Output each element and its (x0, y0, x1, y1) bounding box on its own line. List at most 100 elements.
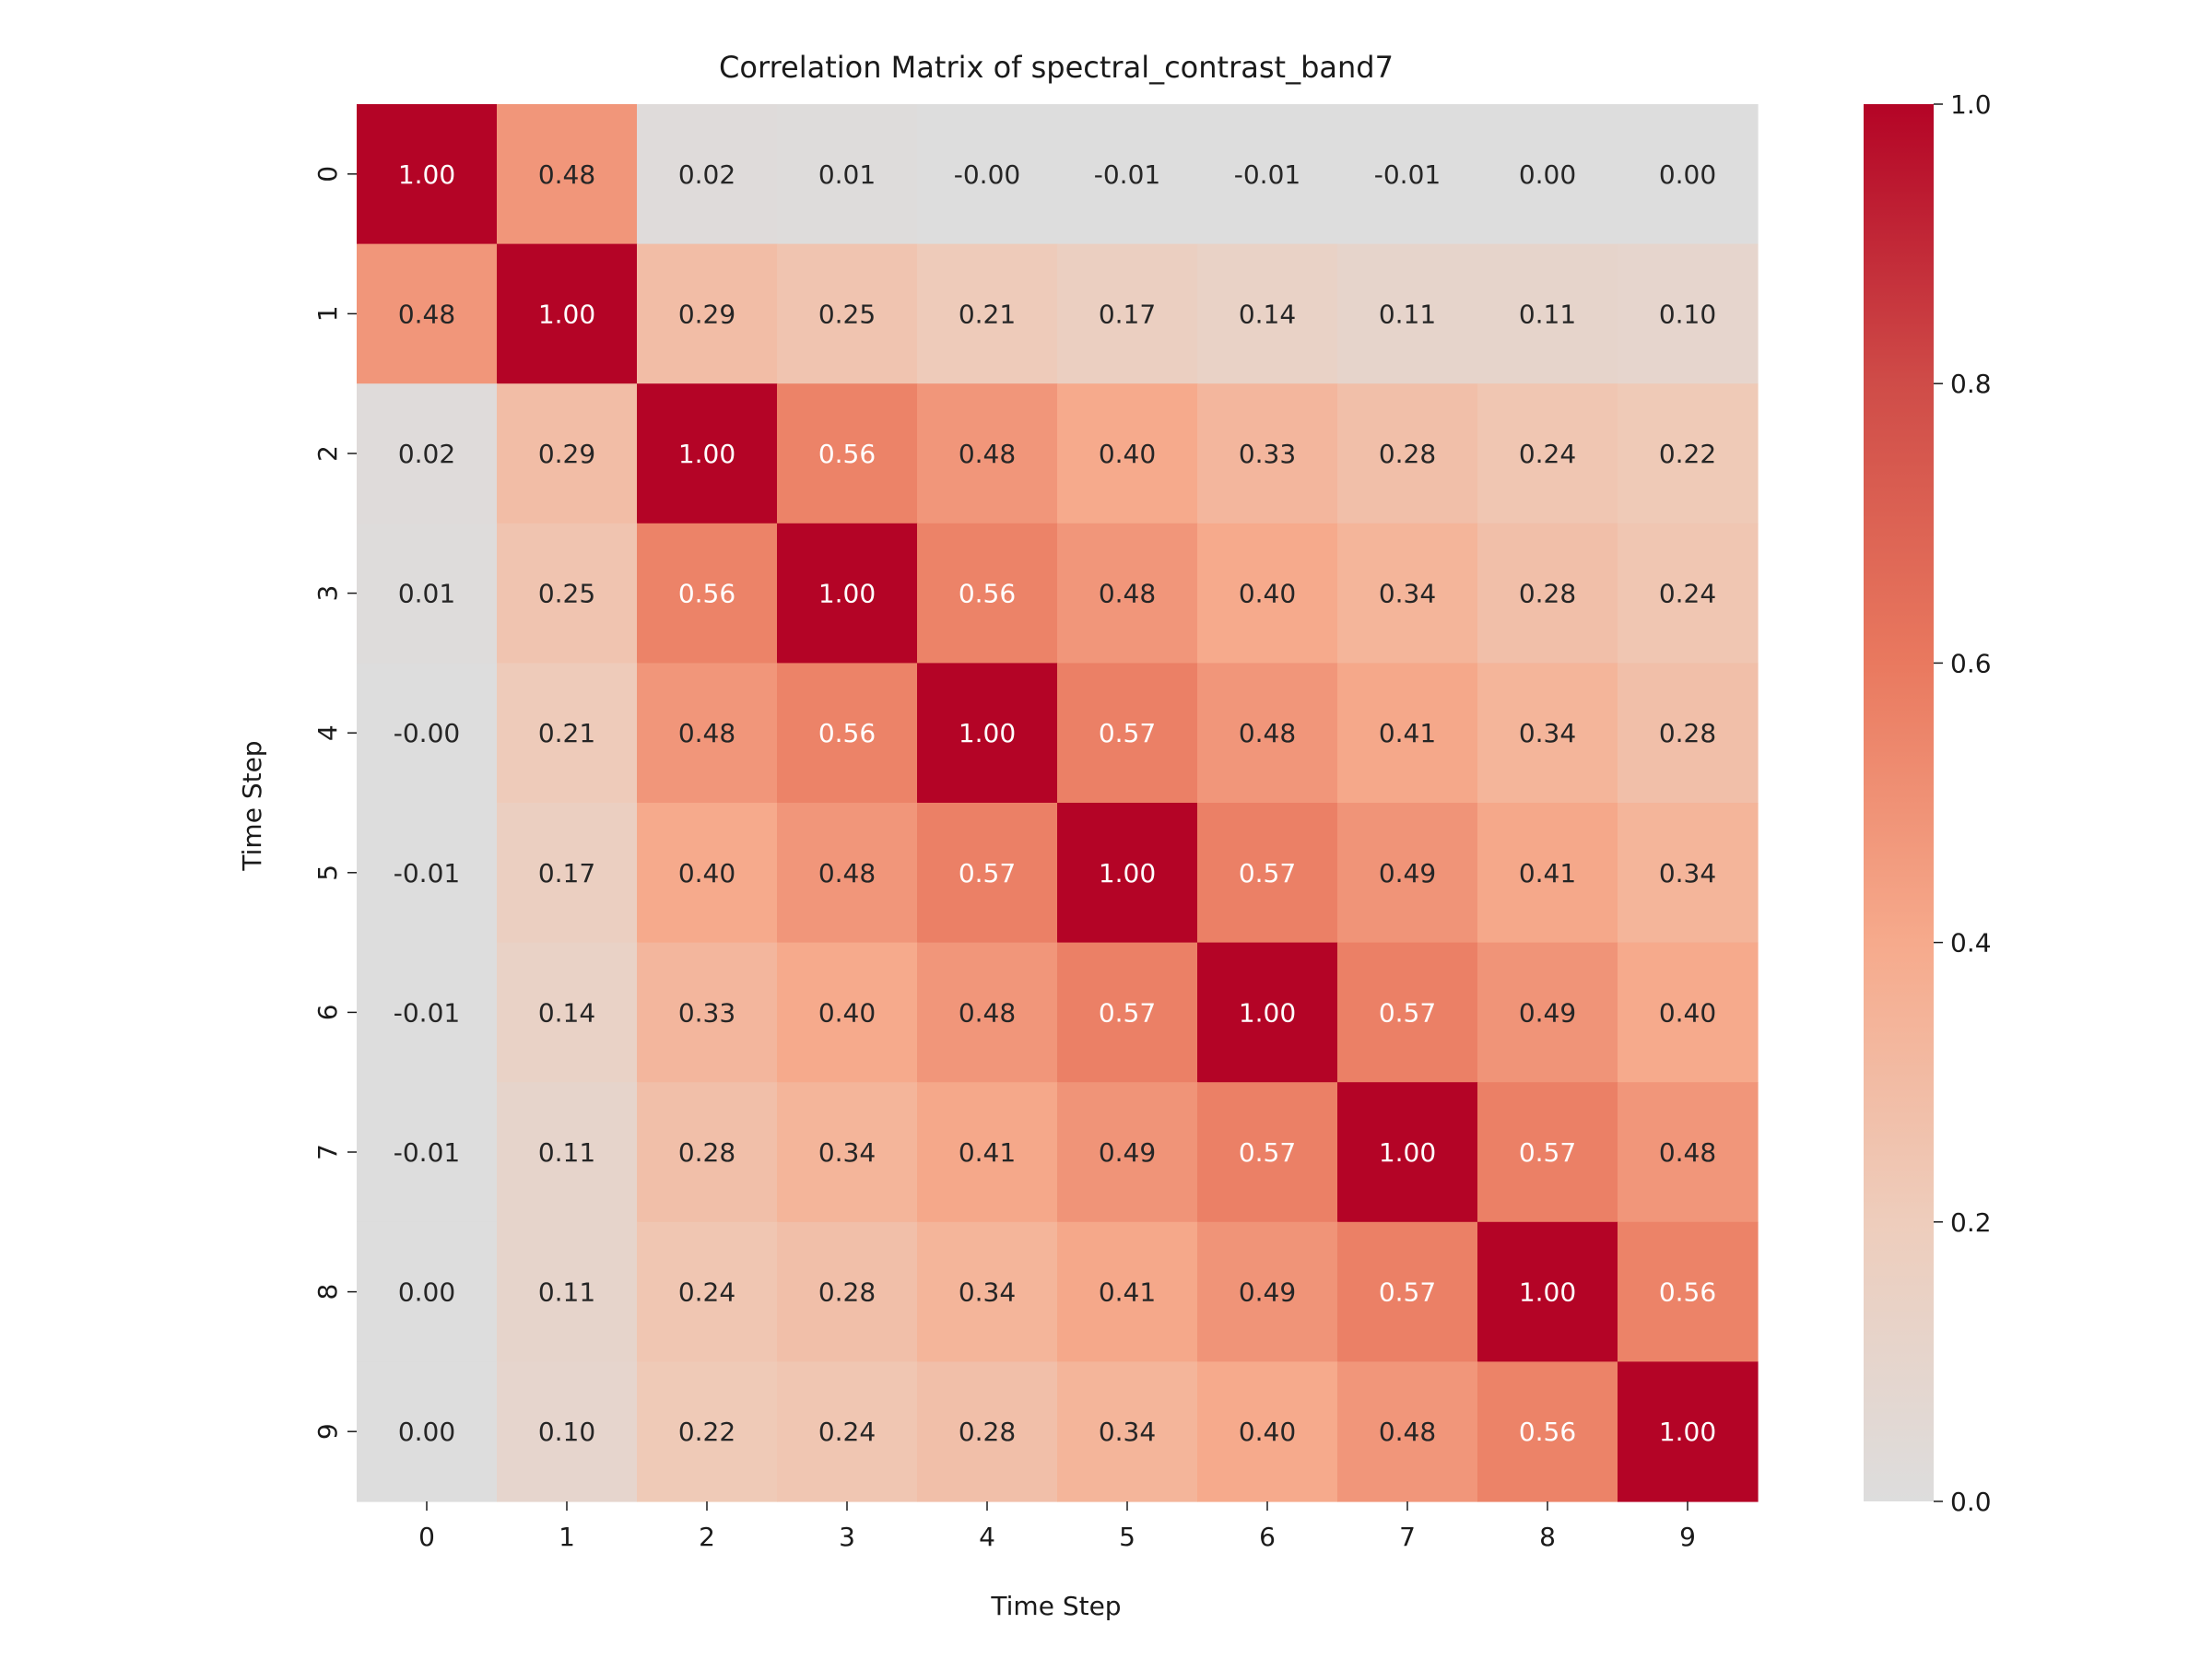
cell-value-label: 0.24 (1659, 579, 1716, 609)
cell-value-label: 0.02 (398, 439, 455, 469)
heatmap-cell (1618, 523, 1759, 664)
y-tick-label: 7 (312, 1144, 343, 1160)
y-tick-label: 3 (312, 585, 343, 602)
cell-value-label: 1.00 (1239, 997, 1296, 1028)
y-tick-label: 1 (312, 305, 343, 322)
heatmap-cell (1618, 104, 1759, 245)
cell-value-label: 0.00 (1659, 159, 1716, 190)
heatmap-cell (917, 803, 1058, 944)
cell-value-label: 0.01 (818, 159, 876, 190)
heatmap-cell (497, 1082, 638, 1223)
heatmap-cell (637, 243, 778, 384)
heatmap-cell (497, 663, 638, 804)
cell-value-label: 1.00 (1659, 1417, 1716, 1447)
heatmap-cell (917, 1082, 1058, 1223)
cell-value-label: 0.33 (1239, 439, 1296, 469)
heatmap-cell (917, 383, 1058, 524)
y-tick-label: 5 (312, 865, 343, 881)
heatmap-cell (1057, 942, 1198, 1083)
cell-value-label: -0.01 (394, 858, 460, 888)
colorbar-bar (1864, 104, 1934, 1501)
cell-value-label: 0.22 (678, 1417, 735, 1447)
heatmap-cell (357, 383, 498, 524)
cell-value-label: 0.11 (538, 1137, 595, 1168)
heatmap-cell (1197, 1082, 1338, 1223)
heatmap-cell (1197, 104, 1338, 245)
heatmap-cell (637, 383, 778, 524)
cell-value-label: 0.34 (1379, 579, 1436, 609)
cell-value-label: 0.49 (1379, 858, 1436, 888)
heatmap-cell (357, 1361, 498, 1502)
cell-value-label: 0.24 (818, 1417, 876, 1447)
heatmap-cell (357, 243, 498, 384)
heatmap-cell (917, 104, 1058, 245)
heatmap-cell (777, 104, 918, 245)
cell-value-label: 0.14 (538, 997, 595, 1028)
cell-value-label: 0.34 (1099, 1417, 1156, 1447)
cell-value-label: 0.41 (959, 1137, 1016, 1168)
colorbar-tick-label: 0.0 (1950, 1487, 1992, 1517)
heatmap-cell (1337, 1082, 1478, 1223)
heatmap-cell (917, 243, 1058, 384)
heatmap-cell (357, 942, 498, 1083)
colorbar-ticks: 0.0 0.2 0.4 0.6 0.8 1.0 (1934, 89, 1992, 1517)
heatmap-cell (1337, 523, 1478, 664)
heatmap-cell (497, 1361, 638, 1502)
heatmap-cell (1618, 942, 1759, 1083)
heatmap-cell (1477, 243, 1618, 384)
y-tick-label: 9 (312, 1423, 343, 1440)
heatmap-cell (497, 803, 638, 944)
cell-value-label: 0.34 (1659, 858, 1716, 888)
cell-value-label: 0.57 (1099, 997, 1156, 1028)
heatmap-cell (357, 1082, 498, 1223)
y-axis-label: Time Step (237, 740, 267, 871)
cell-value-label: 0.17 (1099, 299, 1156, 329)
x-tick-label: 4 (979, 1522, 995, 1552)
cell-value-label: 0.28 (818, 1277, 876, 1308)
cell-value-label: 0.40 (1099, 439, 1156, 469)
heatmap-cell (1337, 243, 1478, 384)
heatmap-cell (1477, 942, 1618, 1083)
colorbar-tick-label: 0.4 (1950, 928, 1992, 959)
cell-value-label: 0.57 (1519, 1137, 1576, 1168)
cell-value-label: 0.48 (818, 858, 876, 888)
cell-value-label: 0.28 (678, 1137, 735, 1168)
cell-value-label: 0.28 (1659, 718, 1716, 748)
y-tick-label: 2 (312, 445, 343, 462)
heatmap-cell (497, 1221, 638, 1362)
cell-value-label: 0.40 (678, 858, 735, 888)
heatmap-cell (1057, 1221, 1198, 1362)
x-tick-label: 1 (559, 1522, 575, 1552)
cell-value-label: 0.01 (398, 579, 455, 609)
heatmap-cell (777, 942, 918, 1083)
heatmap-cell (1477, 523, 1618, 664)
heatmap-cell (1477, 803, 1618, 944)
cell-value-label: 0.11 (1519, 299, 1576, 329)
cell-value-label: 0.48 (959, 997, 1016, 1028)
heatmap-cell (917, 663, 1058, 804)
x-tick-label: 5 (1119, 1522, 1135, 1552)
cell-value-label: 1.00 (1099, 858, 1156, 888)
heatmap-cell (497, 243, 638, 384)
colorbar-tick-label: 1.0 (1950, 89, 1992, 120)
heatmap-cell (1337, 104, 1478, 245)
x-axis-label: Time Step (990, 1591, 1121, 1621)
heatmap-cell (777, 383, 918, 524)
cell-value-label: -0.00 (954, 159, 1020, 190)
heatmap-cell (637, 803, 778, 944)
cell-value-label: 0.11 (538, 1277, 595, 1308)
x-tick-label: 7 (1399, 1522, 1416, 1552)
cell-value-label: 0.24 (678, 1277, 735, 1308)
cell-value-label: 0.00 (1519, 159, 1576, 190)
x-tick-label: 2 (699, 1522, 715, 1552)
cell-value-label: 0.57 (1379, 1277, 1436, 1308)
cell-value-label: 0.10 (1659, 299, 1716, 329)
heatmap-cell (1337, 663, 1478, 804)
heatmap-cell (1057, 663, 1198, 804)
heatmap-cell (917, 1361, 1058, 1502)
cell-value-label: 1.00 (959, 718, 1016, 748)
y-axis-ticks: 0 1 2 3 4 5 6 7 8 9 (312, 166, 357, 1440)
cell-value-label: 0.33 (678, 997, 735, 1028)
heatmap-cell (1197, 523, 1338, 664)
